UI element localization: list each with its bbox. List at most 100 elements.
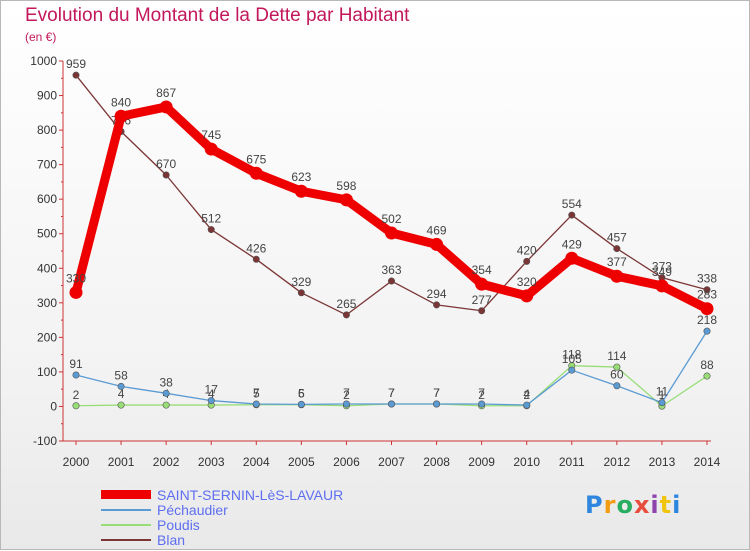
data-label: 840 — [111, 95, 131, 109]
y-tick-label: 500 — [37, 227, 57, 241]
data-label: 670 — [156, 157, 176, 171]
data-label: 7 — [478, 386, 485, 400]
data-point — [565, 251, 579, 265]
x-tick-label: 2010 — [513, 455, 540, 469]
data-label: 4 — [208, 387, 215, 401]
data-label: 426 — [246, 241, 266, 255]
logo-letter: i — [650, 491, 660, 519]
logo-letter: t — [659, 491, 673, 519]
data-point — [655, 279, 669, 293]
x-tick-label: 2007 — [378, 455, 405, 469]
data-point — [339, 193, 353, 207]
data-point — [297, 289, 305, 297]
data-label: 7 — [253, 386, 260, 400]
data-point — [613, 363, 621, 371]
x-tick-label: 2012 — [604, 455, 631, 469]
data-point — [658, 399, 666, 407]
y-tick-label: 700 — [37, 158, 57, 172]
x-tick-label: 2013 — [649, 455, 676, 469]
data-point — [613, 382, 621, 390]
legend-label: SAINT-SERNIN-LèS-LAVAUR — [157, 486, 344, 503]
data-point — [703, 372, 711, 380]
legend-item: Blan — [101, 531, 343, 548]
x-tick-label: 2009 — [468, 455, 495, 469]
data-label: 218 — [697, 313, 717, 327]
data-point — [162, 171, 170, 179]
data-point — [568, 366, 576, 374]
data-label: 2 — [478, 388, 485, 402]
data-point — [433, 301, 441, 309]
y-tick-label: -100 — [33, 434, 57, 448]
x-tick-label: 2005 — [288, 455, 315, 469]
data-label: 58 — [114, 368, 128, 382]
data-point — [162, 389, 170, 397]
data-label: 1 — [659, 388, 666, 402]
data-point — [117, 382, 125, 390]
data-label: 7 — [388, 386, 395, 400]
logo-letter: P — [585, 491, 604, 519]
data-label: 114 — [607, 349, 626, 363]
x-tick-label: 2004 — [243, 455, 270, 469]
data-label: 2 — [73, 388, 80, 402]
data-point — [72, 402, 80, 410]
data-point — [568, 211, 576, 219]
data-label: 745 — [201, 128, 221, 142]
x-tick-label: 2011 — [559, 455, 585, 469]
data-label: 329 — [291, 275, 311, 289]
data-label: 469 — [427, 223, 447, 237]
data-label: 277 — [472, 293, 492, 307]
data-point — [613, 245, 621, 253]
data-label: 377 — [607, 255, 627, 269]
data-point — [342, 311, 350, 319]
data-label: 675 — [246, 152, 266, 166]
data-point — [72, 371, 80, 379]
legend-swatch — [101, 490, 151, 499]
data-point — [252, 400, 260, 408]
data-label: 294 — [427, 287, 447, 301]
data-label: 420 — [517, 243, 537, 257]
data-label: 283 — [697, 288, 717, 302]
y-tick-label: 400 — [37, 261, 57, 275]
x-tick-label: 2006 — [333, 455, 360, 469]
y-tick-label: 100 — [37, 365, 57, 379]
data-label: 265 — [336, 297, 356, 311]
data-label: 598 — [336, 179, 356, 193]
data-label: 91 — [69, 357, 83, 371]
data-label: 105 — [562, 352, 582, 366]
data-label: 330 — [66, 271, 86, 285]
x-tick-label: 2003 — [198, 455, 225, 469]
data-label: 7 — [388, 386, 395, 400]
y-tick-label: 0 — [50, 399, 57, 413]
data-label: 5 — [253, 387, 260, 401]
data-point — [478, 307, 486, 315]
logo-letter: o — [616, 491, 634, 519]
data-point — [114, 109, 128, 123]
data-label: 2 — [343, 388, 350, 402]
data-point — [520, 289, 534, 303]
logo-letter: r — [603, 491, 617, 519]
data-point — [297, 400, 305, 408]
data-label: 502 — [381, 212, 401, 226]
data-label: 354 — [472, 263, 492, 277]
x-tick-label: 2001 — [108, 455, 135, 469]
data-label: 4 — [118, 387, 125, 401]
data-label: 363 — [381, 263, 401, 277]
data-point — [294, 184, 308, 198]
data-label: 6 — [298, 386, 305, 400]
y-tick-label: 900 — [37, 89, 57, 103]
data-label: 512 — [201, 212, 221, 226]
data-point — [430, 237, 444, 251]
data-point — [523, 257, 531, 265]
y-tick-label: 800 — [37, 123, 57, 137]
data-label: 338 — [697, 272, 717, 286]
legend-label: Blan — [157, 531, 186, 548]
legend-item: Poudis — [101, 517, 343, 533]
data-point — [252, 255, 260, 263]
legend-swatch — [101, 508, 151, 511]
data-label: 349 — [652, 265, 672, 279]
data-point — [207, 397, 215, 405]
unit-label: (en €) — [25, 30, 57, 44]
data-point — [523, 401, 531, 409]
y-tick-label: 200 — [37, 330, 57, 344]
data-point — [475, 277, 489, 291]
